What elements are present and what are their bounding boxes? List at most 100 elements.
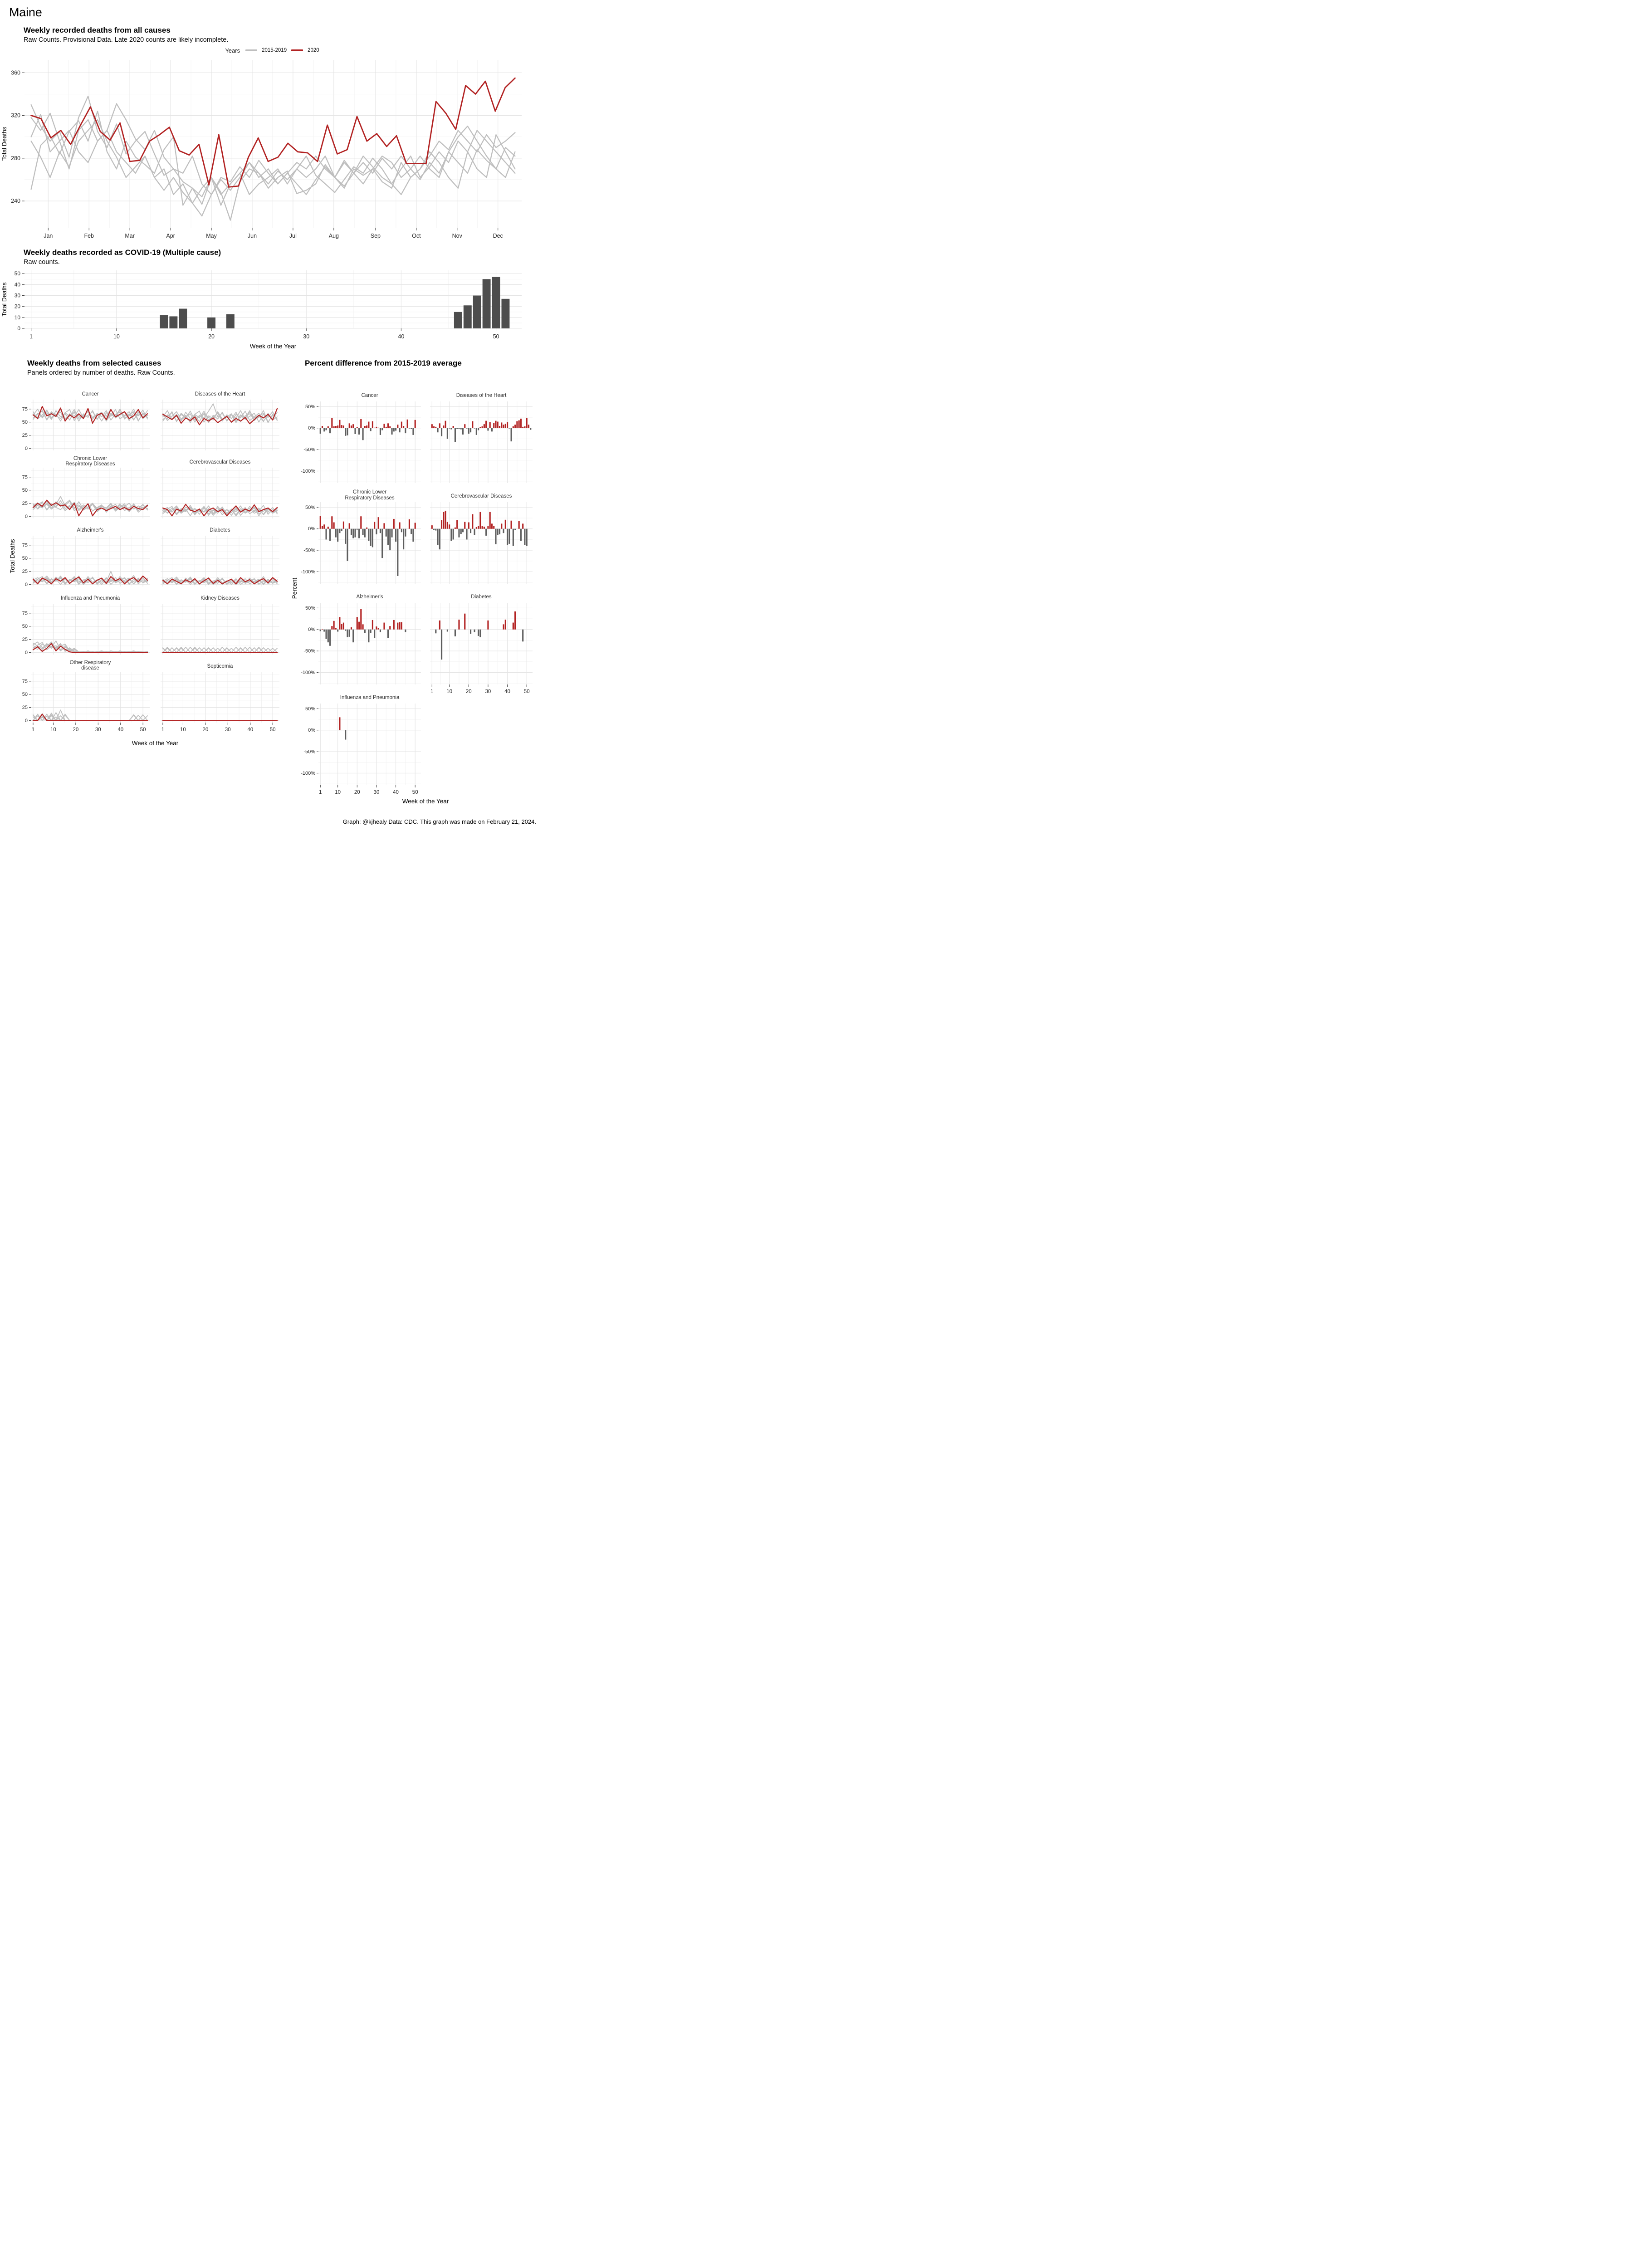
svg-text:-100%: -100% <box>301 469 315 474</box>
legend-key-2015-2019 <box>245 49 258 51</box>
svg-text:Nov: Nov <box>452 233 463 239</box>
all-causes-subtitle: Raw Counts. Provisional Data. Late 2020 … <box>24 36 229 44</box>
svg-text:10: 10 <box>15 314 21 321</box>
svg-text:Week of the Year: Week of the Year <box>132 740 179 747</box>
pct-panel-cancer: Cancer 50% 0% -50% -100% <box>301 393 421 483</box>
svg-text:25: 25 <box>22 705 28 710</box>
svg-text:50: 50 <box>15 270 21 277</box>
svg-text:50: 50 <box>22 556 28 561</box>
pct-panel-alzheimer-s: Alzheimer's 50% 0% -50% -100% <box>301 594 421 684</box>
svg-text:25: 25 <box>22 569 28 574</box>
svg-text:320: 320 <box>11 112 20 119</box>
svg-text:40: 40 <box>393 790 399 795</box>
svg-text:-50%: -50% <box>303 447 315 453</box>
panel-diabetes: Diabetes <box>161 528 279 587</box>
all-causes-svg: 240 280 320 360 Jan Feb Mar Apr May Jun Jul Aug Sep O… <box>1 60 522 239</box>
all-causes-title: Weekly recorded deaths from all causes <box>24 26 171 34</box>
svg-text:Respiratory Diseases: Respiratory Diseases <box>65 461 115 467</box>
svg-text:75: 75 <box>22 406 28 412</box>
svg-text:Week of the Year: Week of the Year <box>402 798 449 805</box>
svg-text:disease: disease <box>81 665 99 671</box>
section-all-causes: Weekly recorded deaths from all causes R… <box>0 26 544 245</box>
pct-diff-title: Percent difference from 2015-2019 averag… <box>305 359 462 367</box>
svg-text:20: 20 <box>208 333 215 340</box>
svg-text:40: 40 <box>504 689 510 694</box>
svg-text:10: 10 <box>446 689 452 694</box>
svg-text:Apr: Apr <box>166 233 175 239</box>
svg-text:40: 40 <box>15 281 21 288</box>
section-covid: Weekly deaths recorded as COVID-19 (Mult… <box>0 248 544 354</box>
svg-text:Total Deaths: Total Deaths <box>1 127 8 161</box>
svg-text:20: 20 <box>73 727 78 733</box>
svg-text:0: 0 <box>25 514 28 519</box>
covid-title: Weekly deaths recorded as COVID-19 (Mult… <box>24 248 221 257</box>
panel-alzheimer-s: Alzheimer's 0 25 50 75 <box>22 528 150 587</box>
svg-text:25: 25 <box>22 637 28 642</box>
svg-text:50: 50 <box>22 624 28 629</box>
svg-text:0: 0 <box>25 582 28 587</box>
svg-text:Chronic Lower: Chronic Lower <box>73 456 107 461</box>
svg-text:50%: 50% <box>305 404 315 410</box>
svg-text:Total Deaths: Total Deaths <box>1 282 8 316</box>
svg-text:Mar: Mar <box>125 233 135 239</box>
svg-text:1: 1 <box>319 790 322 795</box>
svg-text:-100%: -100% <box>301 771 315 776</box>
svg-text:20: 20 <box>15 303 21 310</box>
selected-causes-subtitle: Panels ordered by number of deaths. Raw … <box>27 369 175 376</box>
svg-text:1: 1 <box>161 727 164 733</box>
svg-text:Diabetes: Diabetes <box>471 594 492 600</box>
pct-diff-header: Percent difference from 2015-2019 averag… <box>305 359 540 384</box>
legend-key-2020 <box>291 49 303 51</box>
pct-diff-group: Percent difference from 2015-2019 averag… <box>291 359 540 815</box>
legend: Years 2015-2019 2020 <box>0 45 544 55</box>
svg-text:50%: 50% <box>305 706 315 712</box>
page: Maine Weekly recorded deaths from all ca… <box>0 0 544 830</box>
bottom-section: Weekly deaths from selected causes Panel… <box>0 359 544 815</box>
pct-diff-svg: Cancer 50% 0% -50% -100% Diseases of the Hear… <box>291 393 533 805</box>
svg-text:30: 30 <box>374 790 380 795</box>
svg-text:0: 0 <box>17 325 20 332</box>
svg-text:Diabetes: Diabetes <box>210 528 230 533</box>
selected-causes-panels: Cancer 0 25 50 75 Diseases of the Heart Chroni… <box>9 384 291 755</box>
svg-text:50: 50 <box>270 727 276 733</box>
svg-text:Jan: Jan <box>44 233 53 239</box>
svg-text:Cancer: Cancer <box>361 393 378 398</box>
svg-text:Cancer: Cancer <box>82 391 98 397</box>
svg-text:0%: 0% <box>308 627 315 632</box>
panel-cerebrovascular-diseases: Cerebrovascular Diseases <box>161 459 279 518</box>
pct-panel-influenza-and-pneumonia: Influenza and Pneumonia 50% 0% -50% -100% 1 10… <box>301 695 421 795</box>
svg-text:0: 0 <box>25 446 28 451</box>
svg-text:Kidney Diseases: Kidney Diseases <box>200 596 240 601</box>
svg-text:50: 50 <box>22 420 28 425</box>
covid-bar-chart: 0 10 20 30 40 50 1 10 20 30 40 50 Week of the Year To… <box>0 268 544 354</box>
selected-causes-group: Weekly deaths from selected causes Panel… <box>9 359 291 755</box>
svg-text:75: 75 <box>22 543 28 548</box>
svg-text:Influenza and Pneumonia: Influenza and Pneumonia <box>61 596 120 601</box>
svg-text:Total Deaths: Total Deaths <box>9 539 16 573</box>
svg-text:25: 25 <box>22 501 28 506</box>
svg-text:30: 30 <box>485 689 491 694</box>
svg-text:40: 40 <box>398 333 404 340</box>
svg-text:Influenza and Pneumonia: Influenza and Pneumonia <box>340 695 400 700</box>
svg-text:75: 75 <box>22 679 28 684</box>
footer-credit: Graph: @kjhealy Data: CDC. This graph wa… <box>342 818 536 825</box>
svg-text:-50%: -50% <box>303 548 315 553</box>
svg-text:30: 30 <box>95 727 101 733</box>
pct-panel-cerebrovascular-diseases: Cerebrovascular Diseases <box>430 494 533 584</box>
svg-text:30: 30 <box>15 293 21 299</box>
panel-influenza-and-pneumonia: Influenza and Pneumonia 0 25 50 75 <box>22 596 150 655</box>
svg-text:50: 50 <box>22 488 28 493</box>
svg-text:280: 280 <box>11 155 20 161</box>
svg-text:Percent: Percent <box>291 577 298 599</box>
svg-text:Diseases of the Heart: Diseases of the Heart <box>195 391 245 397</box>
svg-text:0: 0 <box>25 650 28 655</box>
selected-causes-svg: Cancer 0 25 50 75 Diseases of the Heart Chroni… <box>9 391 279 747</box>
svg-text:-50%: -50% <box>303 649 315 654</box>
svg-text:25: 25 <box>22 433 28 438</box>
svg-text:50: 50 <box>412 790 418 795</box>
svg-text:0%: 0% <box>308 526 315 532</box>
svg-text:1: 1 <box>32 727 34 733</box>
